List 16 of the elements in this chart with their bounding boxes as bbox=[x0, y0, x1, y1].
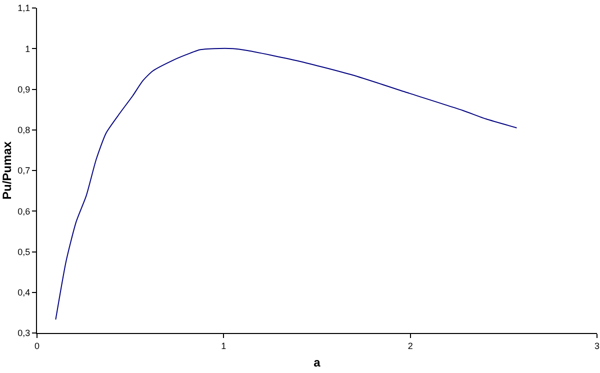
y-tick-label: 0,6 bbox=[18, 206, 30, 216]
y-tick-label: 0,5 bbox=[18, 246, 30, 257]
x-tick-label: 2 bbox=[408, 340, 413, 351]
y-tick-label: 1 bbox=[25, 44, 30, 54]
x-tick-label: 1 bbox=[221, 340, 226, 351]
line-series bbox=[55, 48, 518, 320]
y-tick-label: 0,7 bbox=[18, 166, 30, 176]
x-tick-label: 0 bbox=[34, 340, 40, 351]
y-axis-title: Pu/Pumax bbox=[0, 141, 14, 200]
y-tick-label: 0,4 bbox=[18, 288, 30, 298]
y-tick-label: 0,3 bbox=[18, 328, 30, 338]
y-tick-label: 0,9 bbox=[18, 84, 30, 94]
y-tick-label: 1,1 bbox=[18, 3, 30, 14]
x-tick-label: 3 bbox=[594, 340, 600, 351]
y-tick-label: 0,8 bbox=[18, 125, 30, 136]
x-axis-title: a bbox=[314, 356, 321, 370]
